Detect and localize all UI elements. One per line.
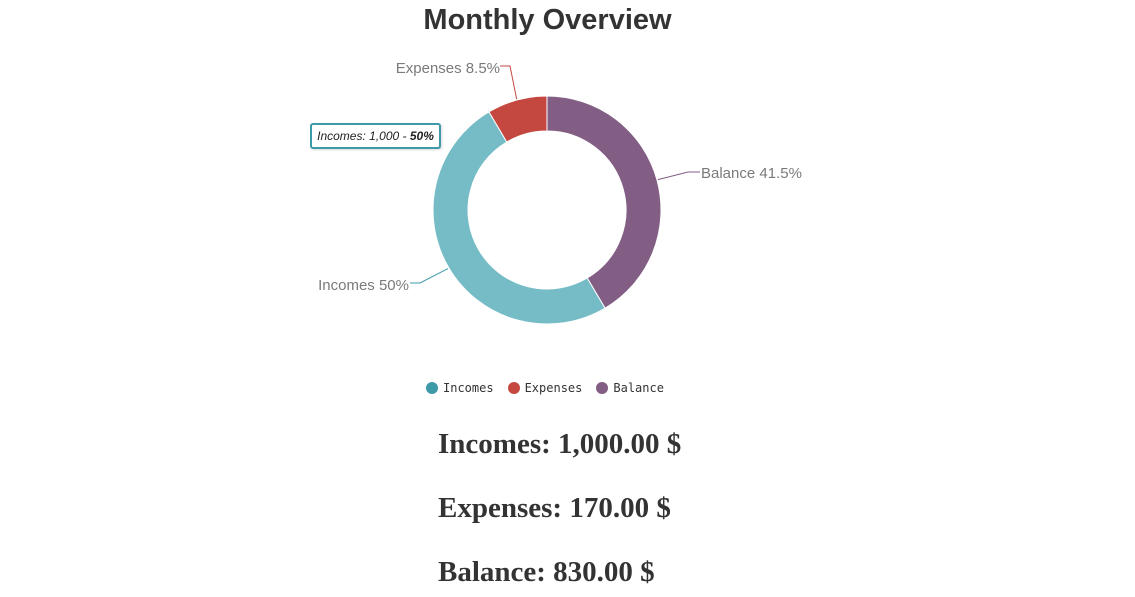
leader-line-balance <box>657 171 700 181</box>
expenses-summary: Expenses: 170.00 $ <box>438 492 671 524</box>
leader-line-incomes <box>410 268 449 284</box>
slice-label-incomes: Incomes 50% <box>318 277 409 294</box>
legend-label-expenses: Expenses <box>524 381 583 395</box>
legend-swatch-balance <box>596 382 609 394</box>
slice-expenses[interactable] <box>488 95 548 143</box>
slice-label-balance: Balance 41.5% <box>701 165 802 182</box>
legend-label-balance: Balance <box>613 381 664 395</box>
leader-line-expenses <box>500 65 518 100</box>
slice-tooltip: Incomes: 1,000 - 50% <box>310 123 441 149</box>
slice-balance[interactable] <box>546 95 662 309</box>
legend-label-incomes: Incomes <box>443 381 494 395</box>
tooltip-text: Incomes: 1,000 - <box>317 129 410 143</box>
chart-title: Monthly Overview <box>423 4 672 36</box>
legend-swatch-incomes <box>426 382 438 394</box>
chart-legend: Incomes Expenses Balance <box>426 381 678 395</box>
tooltip-percent: 50% <box>409 129 434 143</box>
donut-slices <box>432 95 662 325</box>
slice-incomes[interactable] <box>432 111 606 325</box>
legend-item-expenses[interactable]: Expenses <box>507 381 583 395</box>
legend-swatch-expenses <box>507 382 520 394</box>
slice-labels: Balance 41.5% Incomes 50% Expenses 8.5% <box>318 60 802 294</box>
slice-label-expenses: Expenses 8.5% <box>396 60 500 77</box>
legend-item-incomes[interactable]: Incomes <box>426 381 494 395</box>
incomes-summary: Incomes: 1,000.00 $ <box>438 428 682 460</box>
legend-item-balance[interactable]: Balance <box>596 381 664 395</box>
label-leader-lines <box>410 65 700 284</box>
balance-summary: Balance: 830.00 $ <box>438 556 655 588</box>
